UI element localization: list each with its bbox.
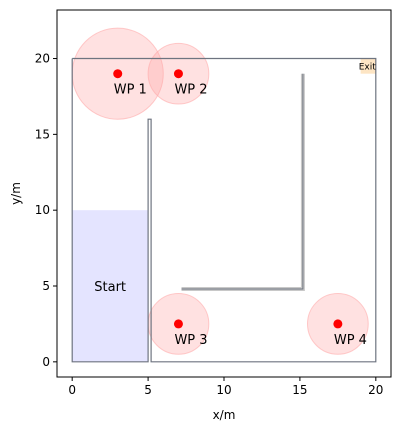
y-tick-label: 10 [35,203,50,217]
waypoint-label-3: WP 3 [174,333,207,348]
outer-wall [71,57,377,363]
walls-layer [71,57,377,363]
start-zone [72,210,149,362]
waypoint-label-2: WP 2 [174,83,207,98]
inner-wall [181,73,304,290]
x-axis-label: x/m [213,408,236,422]
waypoint-marker-4 [333,319,343,329]
y-tick-label: 0 [42,355,50,369]
waypoint-label-4: WP 4 [334,333,367,348]
y-tick-label: 20 [35,52,50,66]
x-tick-label: 0 [68,383,76,397]
axes-layer: 0 5 10 15 20 0 5 10 15 20 x/m y/m [9,52,383,422]
inner-wall-shadow [181,73,305,291]
x-tick-label: 5 [144,383,152,397]
y-axis-label: y/m [9,182,23,205]
waypoint-marker-2 [173,69,183,79]
start-zone-label: Start [94,280,126,295]
x-tick-label: 10 [216,383,231,397]
exit-zone [360,58,376,74]
waypoint-label-1: WP 1 [114,83,147,98]
exit-zone-label: Exit [359,63,377,73]
x-tick-label: 20 [368,383,383,397]
waypoint-marker-1 [113,69,123,79]
zones-layer [72,58,376,362]
y-tick-label: 5 [42,279,50,293]
waypoints-layer [113,69,343,329]
y-tick-label: 15 [35,127,50,141]
x-tick-label: 15 [292,383,307,397]
labels-layer: Start Exit WP 1 WP 2 WP 3 WP 4 [94,63,376,348]
waypoint-marker-3 [173,319,183,329]
